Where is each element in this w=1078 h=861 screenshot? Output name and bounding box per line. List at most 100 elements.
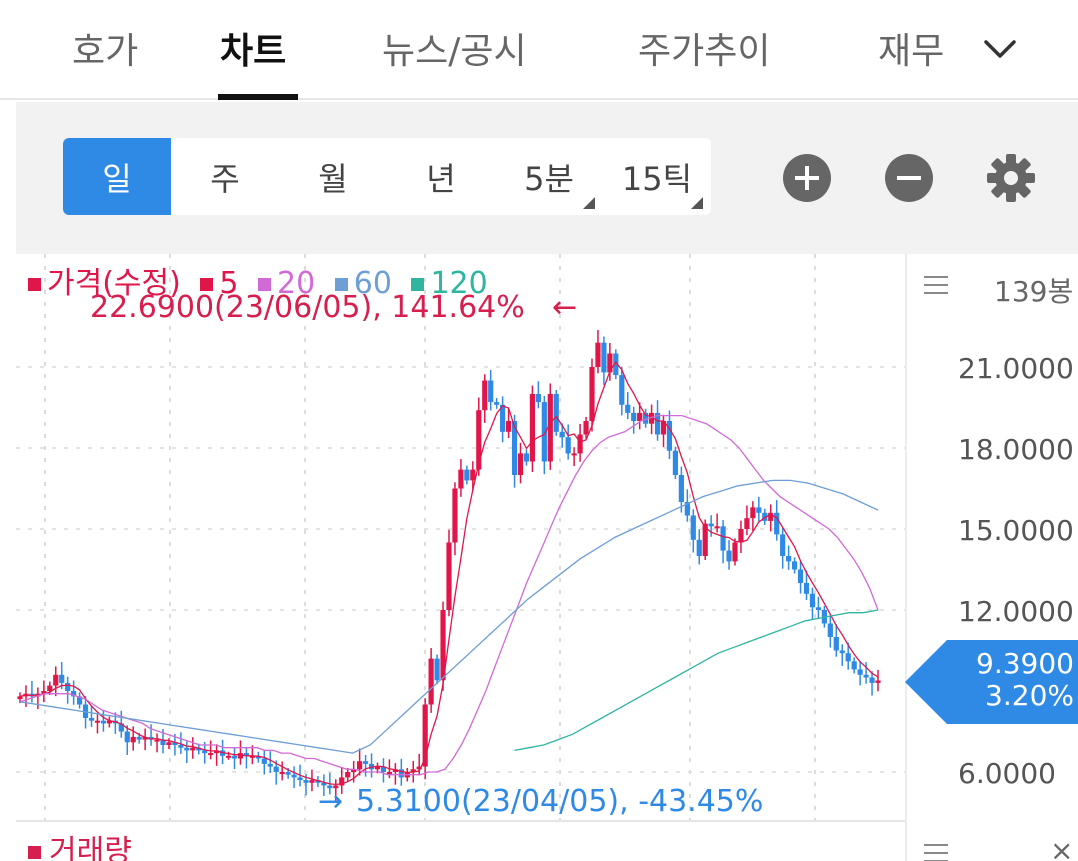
tab-financials[interactable]: 재무	[878, 31, 945, 72]
volume-section-title: 거래량	[28, 826, 132, 861]
period-week-button[interactable]: 주	[210, 159, 240, 198]
candle-body	[845, 653, 851, 662]
dropdown-corner-icon	[691, 197, 703, 209]
candle-body	[160, 739, 166, 745]
zoom-out-button[interactable]	[885, 154, 933, 202]
y-tick-label: 21.0000	[958, 352, 1074, 385]
candle-body	[315, 780, 321, 783]
candle-body	[339, 777, 345, 786]
candle-body	[559, 431, 565, 438]
candle-body	[505, 421, 512, 432]
period-year-button[interactable]: 년	[426, 159, 456, 198]
candle-body	[517, 453, 524, 475]
candle-body	[136, 736, 142, 740]
candle-body	[47, 685, 53, 691]
period-5min-button[interactable]: 5분	[495, 138, 603, 215]
menu-icon[interactable]	[924, 276, 952, 296]
candle-body	[225, 755, 232, 758]
candle-body	[577, 434, 583, 454]
low-price-annotation: 5.3100(23/04/05), -43.45%	[356, 784, 764, 819]
candle-body	[470, 469, 476, 481]
candle-body	[380, 766, 387, 772]
legend-ma60: 60	[334, 266, 392, 301]
candle-body	[148, 736, 154, 740]
right-arrow-icon: →	[318, 784, 344, 819]
candle-body	[780, 534, 786, 556]
candle-body	[321, 782, 327, 786]
candle-body	[416, 766, 422, 770]
candle-body	[172, 742, 178, 745]
ma20-line	[19, 414, 879, 776]
candle-body	[237, 753, 244, 759]
candle-body	[440, 610, 446, 681]
candle-body	[774, 512, 780, 535]
y-tick-label: 12.0000	[958, 595, 1074, 628]
tab-chart[interactable]: 차트	[220, 31, 287, 72]
candle-body	[410, 769, 416, 772]
candle-body	[279, 772, 285, 774]
candle-body	[827, 623, 833, 637]
chevron-down-icon[interactable]	[980, 30, 1020, 70]
volume-menu-icon[interactable]	[924, 844, 952, 861]
price-axis-divider	[905, 254, 907, 861]
candle-body	[744, 518, 750, 529]
candle-body	[607, 353, 613, 373]
candle-body	[648, 412, 655, 424]
candle-body	[422, 704, 428, 767]
candle-body	[535, 394, 541, 403]
candle-body	[392, 769, 398, 772]
candlestick-chart[interactable]	[0, 254, 1078, 824]
candle-body	[178, 745, 184, 748]
candle-body	[815, 607, 822, 610]
candle-body	[190, 747, 196, 751]
current-price-tag	[905, 640, 1078, 724]
candle-body	[660, 421, 667, 435]
candle-body	[243, 753, 250, 756]
candle-count: 139봉	[994, 275, 1074, 308]
close-icon[interactable]: ×	[1050, 834, 1074, 861]
period-day-button[interactable]: 일	[63, 138, 171, 215]
tab-news-disclosure[interactable]: 뉴스/공시	[382, 31, 527, 72]
candle-body	[357, 761, 363, 770]
current-price-value: 9.3900	[976, 647, 1074, 680]
legend-ma5: 5	[200, 266, 238, 301]
candle-body	[208, 753, 214, 756]
gear-icon[interactable]	[985, 152, 1037, 204]
tab-price-trend[interactable]: 주가추이	[638, 31, 771, 72]
legend-ma120: 120	[411, 266, 488, 301]
candle-body	[666, 421, 673, 451]
candle-body	[839, 650, 845, 654]
candle-body	[654, 412, 661, 435]
y-tick-label: 18.0000	[958, 433, 1074, 466]
candle-body	[452, 488, 458, 543]
candle-body	[464, 469, 470, 481]
period-15tick-label: 15틱	[621, 159, 693, 198]
plus-icon-vertical	[805, 166, 809, 190]
candle-body	[500, 404, 506, 432]
tab-orderbook[interactable]: 호가	[72, 31, 139, 72]
candle-body	[797, 569, 804, 583]
zoom-in-button[interactable]	[783, 154, 831, 202]
legend-price: 가격(수정)	[28, 266, 181, 301]
candle-body	[529, 394, 536, 462]
candle-body	[690, 515, 696, 540]
candle-body	[863, 674, 869, 678]
candle-body	[76, 696, 83, 705]
candle-body	[678, 475, 684, 502]
candle-body	[231, 755, 238, 759]
candle-body	[619, 375, 625, 405]
period-month-button[interactable]: 월	[318, 159, 348, 198]
candle-body	[637, 412, 643, 421]
candle-body	[273, 766, 279, 772]
candle-body	[59, 674, 65, 683]
candle-body	[428, 658, 434, 705]
candle-body	[696, 539, 702, 556]
candle-body	[601, 342, 607, 373]
candle-body	[88, 718, 95, 721]
candle-body	[374, 766, 381, 770]
candle-body	[720, 526, 726, 551]
candle-body	[142, 736, 148, 740]
candle-body	[458, 469, 464, 489]
period-15tick-button[interactable]: 15틱	[603, 138, 711, 215]
candle-body	[851, 661, 857, 670]
